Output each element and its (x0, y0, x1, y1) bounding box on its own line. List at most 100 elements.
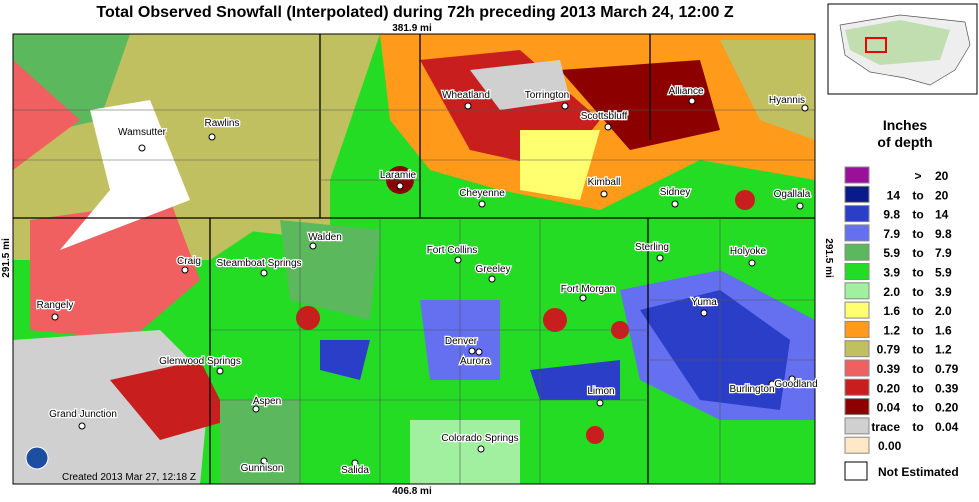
legend-label: 9.8 (883, 208, 900, 222)
city-marker (796, 202, 804, 210)
city-label: Aurora (460, 356, 490, 367)
legend-label: 0.20 (877, 381, 901, 395)
city-label: Wheatland (442, 90, 490, 101)
legend-label: 1.2 (935, 343, 952, 357)
legend-label: 3.9 (883, 266, 900, 280)
right-scale: 291.5 mi (823, 238, 834, 278)
legend-label: to (912, 323, 923, 337)
city-marker (309, 242, 317, 250)
city-label: Fort Collins (427, 245, 478, 256)
city-label: Torrington (525, 90, 569, 101)
legend-swatch (844, 436, 870, 454)
city-label: Craig (177, 256, 201, 267)
city-marker (464, 102, 472, 110)
city-label: Yuma (691, 297, 717, 308)
city-label: Cheyenne (459, 188, 505, 199)
legend-label: 0.00 (878, 439, 902, 453)
legend-label: 0.39 (935, 381, 959, 395)
legend-label: 0.79 (935, 362, 959, 376)
legend-label: to (912, 420, 923, 434)
city-marker (561, 102, 569, 110)
city-marker (475, 348, 483, 356)
city-label: Colorado Springs (441, 433, 518, 444)
city-marker (801, 104, 809, 112)
city-marker (252, 405, 260, 413)
legend-swatch (844, 224, 870, 242)
city-label: Laramie (380, 170, 417, 181)
city-label: Rawlins (204, 118, 239, 129)
legend-label: to (912, 285, 923, 299)
city-label: Burlington (729, 384, 774, 395)
legend-label: 2.0 (883, 285, 900, 299)
legend-label: 3.9 (935, 285, 952, 299)
city-marker (788, 375, 796, 383)
legend-swatch (844, 417, 870, 435)
legend-label: > (914, 169, 921, 183)
top-scale: 381.9 mi (392, 23, 432, 34)
legend-label: to (912, 343, 923, 357)
noaa-logo (25, 446, 49, 470)
inset-map (827, 3, 978, 95)
snowfall-map (13, 34, 815, 484)
not-estimated-swatch (844, 461, 868, 481)
title: Total Observed Snowfall (Interpolated) d… (96, 4, 733, 21)
legend-swatch (844, 205, 870, 223)
legend-label: 0.39 (877, 362, 901, 376)
city-marker (260, 269, 268, 277)
city-label: Greeley (475, 264, 510, 275)
legend-label: to (912, 401, 923, 415)
legend-swatch (844, 282, 870, 300)
legend-label: 1.6 (935, 323, 952, 337)
legend-swatch (844, 166, 870, 184)
not-estimated-label: Not Estimated (878, 465, 959, 479)
legend-label: 0.20 (935, 401, 959, 415)
city-label: Salida (341, 465, 369, 476)
legend-swatch (844, 378, 870, 396)
city-label: Rangely (37, 300, 74, 311)
legend-label: to (912, 188, 923, 202)
city-marker (216, 367, 224, 375)
legend-swatch (844, 359, 870, 377)
city-label: Kimball (588, 177, 621, 188)
legend-label: 9.8 (935, 227, 952, 241)
city-marker (396, 182, 404, 190)
legend-label: 5.9 (883, 246, 900, 260)
legend-label: to (912, 208, 923, 222)
city-marker (51, 313, 59, 321)
city-marker (260, 457, 268, 465)
city-marker (604, 123, 612, 131)
legend-title: of depth (877, 134, 932, 150)
legend: Inches of depth Not Estimated >20 14 to 20 9… (844, 117, 959, 481)
city-label: Steamboat Springs (216, 258, 301, 269)
legend-swatch (844, 301, 870, 319)
city-marker (600, 190, 608, 198)
left-scale: 291.5 mi (1, 238, 12, 278)
city-marker (138, 144, 146, 152)
city-marker (78, 422, 86, 430)
city-marker (488, 275, 496, 283)
city-label: Scottsbluff (581, 111, 628, 122)
city-label: Wamsutter (118, 127, 167, 138)
city-label: Ogallala (774, 189, 811, 200)
city-marker (656, 254, 664, 262)
legend-title: Inches (883, 117, 928, 133)
city-label: Denver (445, 336, 478, 347)
city-marker (181, 266, 189, 274)
city-marker (768, 380, 776, 388)
legend-label: 1.2 (883, 323, 900, 337)
legend-label: 20 (935, 169, 949, 183)
city-label: Walden (308, 232, 342, 243)
city-label: Fort Morgan (561, 284, 615, 295)
legend-label: 14 (887, 188, 901, 202)
legend-swatch (844, 185, 870, 203)
city-label: Glenwood Springs (159, 356, 241, 367)
city-label: Aspen (253, 396, 281, 407)
city-marker (208, 133, 216, 141)
legend-swatch (844, 320, 870, 338)
legend-label: to (912, 227, 923, 241)
city-marker (351, 459, 359, 467)
city-label: Holyoke (730, 246, 767, 257)
legend-swatch (844, 243, 870, 261)
legend-label: 0.79 (877, 343, 901, 357)
